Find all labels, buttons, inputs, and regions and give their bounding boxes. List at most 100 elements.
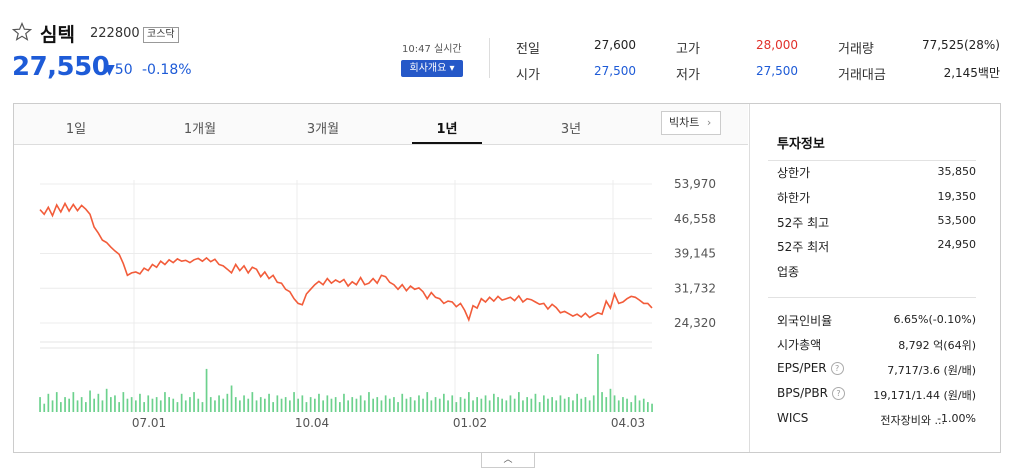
volume-bar — [255, 400, 258, 412]
company-overview-button[interactable]: 회사개요 ▾ — [401, 60, 463, 77]
market-cap-value: 8,792 억(64위) — [898, 339, 976, 352]
volume-bar — [572, 400, 574, 412]
volume-bar — [85, 402, 87, 412]
tab-1-year[interactable]: 1년 — [436, 122, 458, 137]
volume-bar — [622, 397, 624, 412]
x-tick-label: 07.01 — [132, 416, 166, 430]
volume-bar — [522, 400, 524, 412]
volume-bar — [93, 398, 95, 412]
help-icon[interactable]: ? — [831, 387, 845, 400]
tab-3-month[interactable]: 3개월 — [306, 122, 340, 137]
volume-bar — [205, 368, 208, 412]
volume-bar — [468, 392, 470, 412]
week52-low-value: 24,950 — [937, 238, 977, 251]
volume-bar — [447, 400, 449, 412]
volume-bar — [151, 398, 154, 412]
volume-bar — [563, 398, 566, 412]
eps-per-value: 7,717/3.6 (원/배) — [887, 364, 976, 377]
volume-bar — [126, 398, 129, 412]
volume-bar — [376, 397, 379, 412]
upper-limit-value: 35,850 — [937, 165, 977, 178]
help-icon[interactable]: ? — [830, 362, 844, 375]
volume-bar — [430, 400, 433, 412]
volume-bar — [588, 400, 591, 412]
volume-bar — [605, 397, 608, 412]
volume-bar — [222, 398, 225, 412]
volume-bar — [43, 403, 46, 412]
big-chart-button[interactable]: 빅차트 › — [661, 111, 721, 135]
volume-bar — [438, 398, 441, 412]
tab-1-day[interactable]: 1일 — [65, 122, 87, 137]
volume-bar — [264, 398, 266, 412]
volume-bar — [388, 398, 391, 412]
volume-bar — [626, 398, 628, 412]
volume-bar — [547, 398, 549, 412]
volume-bar — [513, 398, 516, 412]
y-tick-label: 53,970 — [674, 177, 716, 191]
volume-bar — [638, 400, 641, 412]
volume-bar — [68, 398, 70, 412]
volume-bar — [617, 400, 620, 412]
panel-divider — [749, 104, 750, 452]
volume-bar — [147, 395, 150, 412]
favorite-star-icon[interactable] — [12, 22, 32, 42]
volume-bar — [135, 400, 137, 412]
volume-bar — [339, 402, 341, 412]
volume-bar — [530, 398, 533, 412]
change-percent: -0.18% — [142, 62, 192, 78]
volume-bar — [426, 392, 429, 412]
volume-bar — [239, 400, 241, 412]
volume-bar — [401, 393, 404, 412]
volume-bar — [243, 395, 245, 412]
tab-1-month[interactable]: 1개월 — [183, 122, 217, 137]
volume-bar — [434, 397, 437, 412]
volume-bar — [251, 392, 254, 412]
volume-bar — [47, 393, 50, 412]
quote-label-prev-close: 전일 — [516, 42, 540, 57]
realtime-label: 10:47 실시간 — [402, 44, 462, 55]
current-price: 27,550 — [12, 52, 110, 82]
week52-high-value: 53,500 — [937, 214, 977, 227]
quote-value-volume: 77,525(28%) — [921, 38, 1000, 52]
collapse-handle-chevron-up-icon[interactable]: ︿ — [481, 453, 535, 468]
volume-bar — [351, 397, 354, 412]
volume-bar — [651, 403, 653, 412]
volume-bar — [180, 393, 183, 412]
volume-bar — [551, 397, 553, 412]
stock-name: 심텍 — [40, 24, 75, 46]
stock-code: 222800 — [90, 26, 140, 41]
volume-bar — [526, 397, 528, 412]
volume-bar — [368, 392, 370, 412]
y-tick-label: 46,558 — [674, 212, 716, 226]
volume-bar — [397, 402, 399, 412]
volume-bar — [451, 395, 454, 412]
volume-bar — [634, 395, 637, 412]
volume-bar — [259, 397, 262, 412]
volume-bar — [580, 398, 583, 412]
volume-bar — [51, 400, 54, 412]
volume-bar — [567, 397, 570, 412]
tab-3-year[interactable]: 3년 — [560, 122, 582, 137]
volume-bar — [642, 398, 645, 412]
volume-bar — [443, 393, 445, 412]
y-tick-label: 39,145 — [674, 247, 716, 261]
investment-info-title: 투자정보 — [777, 137, 825, 152]
volume-bar — [518, 392, 520, 412]
wics-sector-link[interactable]: 전자장비와 ... — [880, 414, 945, 427]
volume-bar — [110, 397, 112, 412]
wics-label: WICS — [777, 411, 809, 425]
bps-pbr-text: BPS/PBR — [777, 386, 828, 400]
week52-low-label: 52주 최저 — [777, 240, 830, 254]
volume-bar — [488, 400, 491, 412]
quote-label-volume: 거래량 — [838, 42, 874, 57]
volume-bar — [576, 393, 578, 412]
volume-bar — [268, 393, 270, 412]
volume-bar — [143, 402, 145, 412]
volume-bar — [89, 390, 91, 412]
volume-bar — [305, 402, 308, 412]
market-badge: 코스닥 — [143, 27, 179, 43]
volume-bar — [609, 388, 612, 412]
quote-label-high: 고가 — [676, 42, 700, 57]
volume-bar — [176, 402, 179, 412]
